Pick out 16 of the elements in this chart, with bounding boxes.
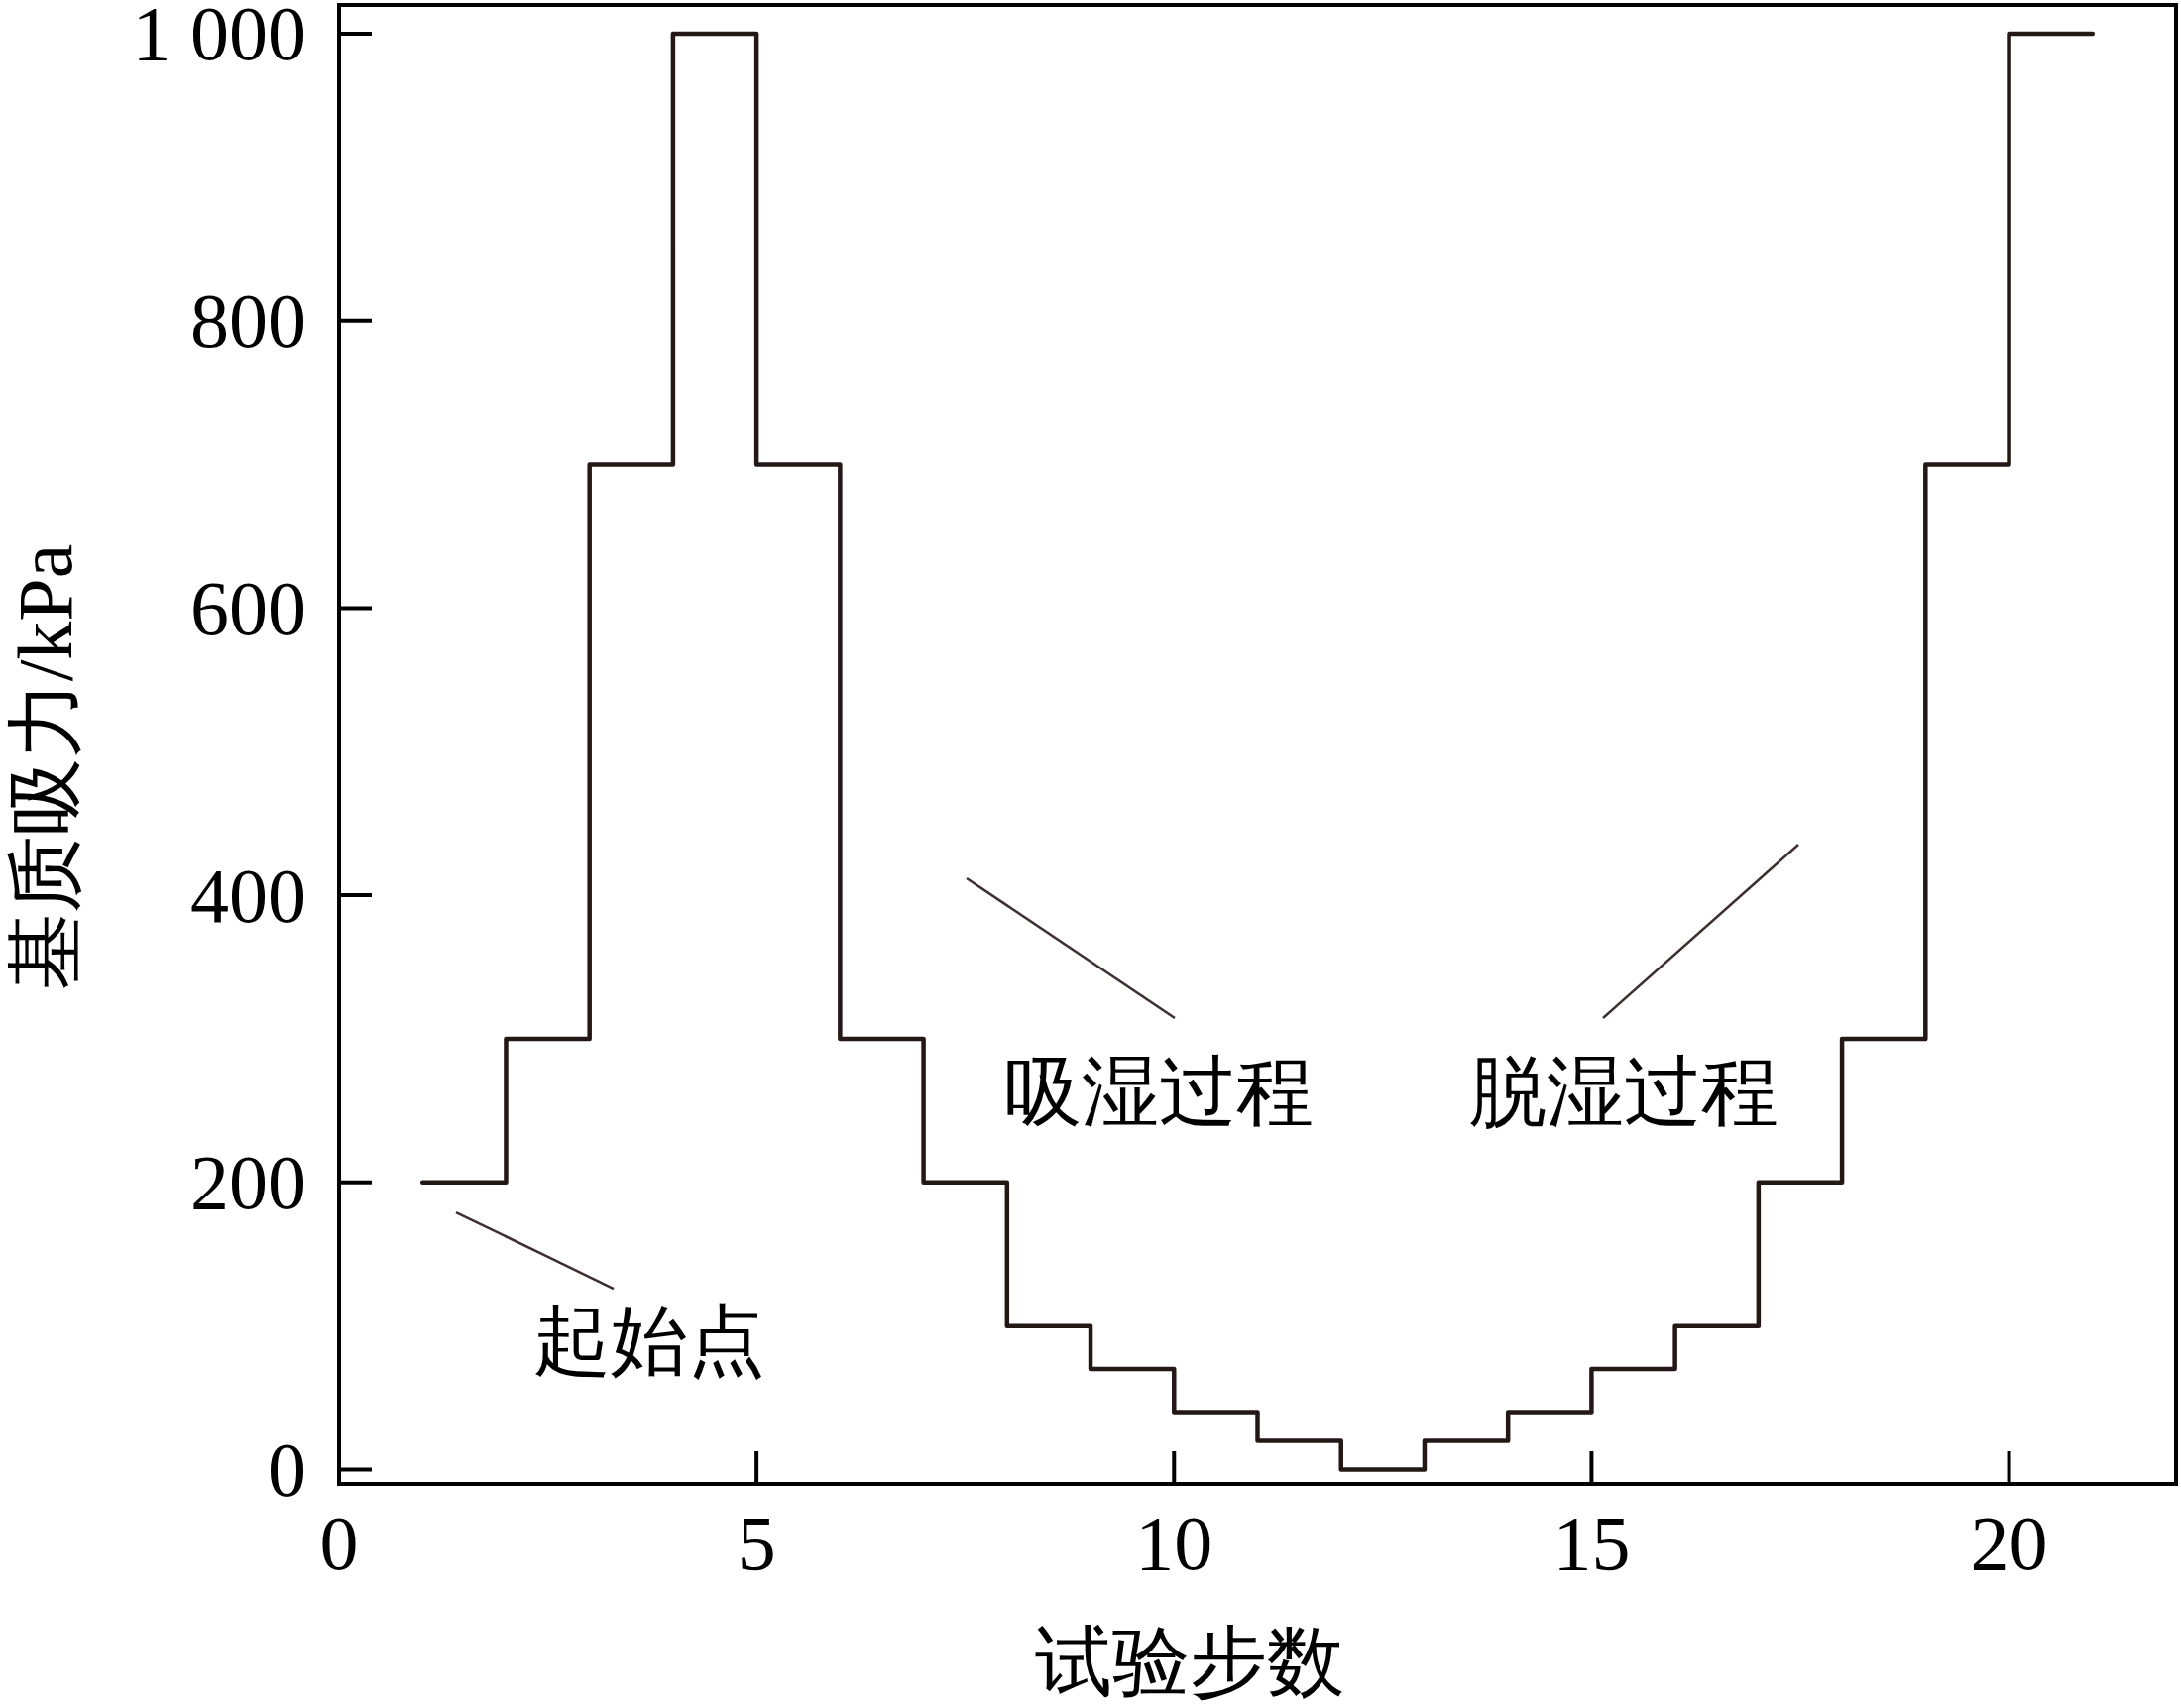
y-tick-label: 0 xyxy=(268,1426,306,1514)
y-tick-label: 800 xyxy=(190,278,306,365)
x-tick-label: 0 xyxy=(319,1499,359,1586)
annotation: 脱湿过程 xyxy=(1469,1048,1779,1135)
y-tick-label: 1 000 xyxy=(132,0,306,77)
y-tick-label: 200 xyxy=(190,1139,306,1226)
x-tick-label: 10 xyxy=(1135,1499,1213,1586)
y-tick-label: 400 xyxy=(190,852,306,939)
y-tick-label: 600 xyxy=(190,564,306,651)
x-tick-label: 15 xyxy=(1552,1499,1631,1586)
annotation: 起始点 xyxy=(533,1297,765,1384)
annotation: 吸湿过程 xyxy=(1004,1048,1314,1135)
x-tick-label: 20 xyxy=(1970,1499,2048,1586)
x-tick-label: 5 xyxy=(737,1499,776,1586)
y-axis-title: 基质吸力/kPa xyxy=(1,543,88,991)
x-axis-title: 试验步数 xyxy=(1034,1618,1344,1705)
